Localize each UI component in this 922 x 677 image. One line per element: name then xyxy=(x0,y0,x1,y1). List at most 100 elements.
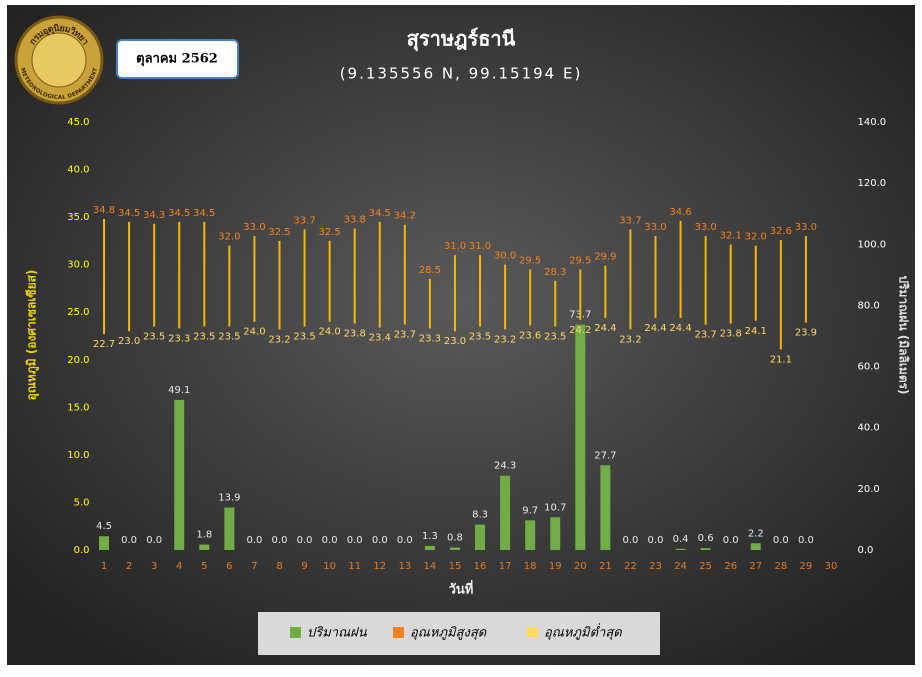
legend-label: อุณหภูมิสูงสุด xyxy=(410,626,487,641)
max-label: 34.6 xyxy=(669,207,691,218)
chart-subtitle: (9.135556 N, 99.15194 E) xyxy=(340,65,583,83)
max-label: 31.0 xyxy=(444,241,466,252)
badge xyxy=(116,39,239,79)
max-label: 33.7 xyxy=(293,215,315,226)
min-label: 23.3 xyxy=(168,333,190,344)
min-label: 23.5 xyxy=(469,331,491,342)
rain-bar xyxy=(700,548,711,550)
x-tick-label: 2 xyxy=(126,561,132,572)
min-label: 24.4 xyxy=(644,323,666,334)
x-tick-label: 6 xyxy=(226,561,232,572)
rain-label: 24.3 xyxy=(494,461,516,472)
max-label: 33.7 xyxy=(619,215,641,226)
x-tick-label: 9 xyxy=(301,561,307,572)
x-tick-label: 14 xyxy=(424,561,437,572)
y-tick-label: 15.0 xyxy=(67,402,89,413)
x-tick-label: 13 xyxy=(398,561,411,572)
x-tick-label: 19 xyxy=(549,561,562,572)
y-tick-label: 45.0 xyxy=(67,117,89,128)
max-label: 30.0 xyxy=(494,251,516,262)
min-label: 23.3 xyxy=(419,333,441,344)
rain-label: 1.8 xyxy=(196,529,212,540)
max-label: 31.0 xyxy=(469,241,491,252)
max-label: 33.0 xyxy=(695,222,717,233)
min-label: 24.4 xyxy=(594,323,616,334)
y2-tick-label: 140.0 xyxy=(858,117,887,128)
min-label: 23.5 xyxy=(544,331,566,342)
max-label: 33.0 xyxy=(243,222,265,233)
x-tick-label: 8 xyxy=(276,561,282,572)
rain-bar xyxy=(449,547,460,550)
min-label: 24.4 xyxy=(669,323,691,334)
badge-text: ตุลาคม 2562 xyxy=(136,52,218,67)
y-tick-label: 25.0 xyxy=(67,307,89,318)
x-tick-label: 28 xyxy=(774,561,787,572)
max-label: 32.0 xyxy=(218,232,240,243)
rain-bar xyxy=(600,465,611,550)
rain-bar xyxy=(424,546,435,550)
y-tick-label: 10.0 xyxy=(67,450,89,461)
rain-label: 0.0 xyxy=(372,535,388,546)
rain-label: 8.3 xyxy=(472,510,488,521)
min-label: 23.5 xyxy=(143,331,165,342)
x-tick-label: 4 xyxy=(176,561,182,572)
legend-swatch xyxy=(393,627,404,638)
max-label: 29.5 xyxy=(569,255,591,266)
y2-tick-label: 20.0 xyxy=(858,484,880,495)
rain-label: 4.5 xyxy=(96,521,112,532)
y-tick-label: 40.0 xyxy=(67,165,89,176)
y-axis-label: อุณหภูมิ (องศาเซลเซียส) xyxy=(25,270,40,401)
rain-label: 0.0 xyxy=(648,535,664,546)
rain-label: 0.0 xyxy=(121,535,137,546)
rain-label: 0.0 xyxy=(723,535,739,546)
max-label: 32.6 xyxy=(770,226,792,237)
max-label: 34.5 xyxy=(369,208,391,219)
legend-label: อุณหภูมิต่ำสุด xyxy=(544,623,622,641)
min-label: 21.1 xyxy=(770,354,792,365)
rain-bar xyxy=(199,544,210,550)
max-label: 28.5 xyxy=(419,265,441,276)
rain-label: 49.1 xyxy=(168,385,190,396)
min-label: 23.2 xyxy=(268,334,290,345)
min-label: 23.7 xyxy=(394,330,416,341)
min-label: 22.7 xyxy=(93,339,115,350)
rain-bar xyxy=(99,536,110,550)
rain-label: 0.4 xyxy=(673,534,689,545)
max-label: 32.0 xyxy=(745,232,767,243)
chart-background xyxy=(7,5,915,665)
rain-bar xyxy=(525,520,536,550)
rain-bar xyxy=(224,507,235,550)
min-label: 24.0 xyxy=(243,327,265,338)
legend-swatch xyxy=(527,627,538,638)
min-label: 23.7 xyxy=(695,330,717,341)
rain-bar xyxy=(174,399,185,550)
rain-label: 0.0 xyxy=(246,535,262,546)
min-label: 23.0 xyxy=(118,336,140,347)
y2-tick-label: 40.0 xyxy=(858,423,880,434)
rain-bar xyxy=(675,548,686,550)
y-tick-label: 5.0 xyxy=(74,497,90,508)
x-tick-label: 29 xyxy=(800,561,813,572)
x-tick-label: 26 xyxy=(724,561,737,572)
rain-bar xyxy=(550,517,561,550)
legend xyxy=(258,612,660,655)
max-label: 32.5 xyxy=(319,227,341,238)
x-tick-label: 7 xyxy=(251,561,257,572)
rain-label: 0.0 xyxy=(347,535,363,546)
x-tick-label: 3 xyxy=(151,561,157,572)
y2-tick-label: 100.0 xyxy=(858,239,887,250)
rain-label: 27.7 xyxy=(594,450,616,461)
max-label: 34.2 xyxy=(394,211,416,222)
max-label: 29.5 xyxy=(519,255,541,266)
min-label: 23.2 xyxy=(494,334,516,345)
x-tick-label: 22 xyxy=(624,561,637,572)
y2-axis-label: ปริมาณฝน (มิลลิเมตร) xyxy=(897,275,911,394)
max-label: 32.5 xyxy=(268,227,290,238)
max-label: 32.1 xyxy=(720,231,742,242)
max-label: 34.5 xyxy=(168,208,190,219)
rain-label: 1.3 xyxy=(422,531,438,542)
rain-label: 0.0 xyxy=(622,535,638,546)
legend-swatch xyxy=(290,627,301,638)
max-label: 34.5 xyxy=(193,208,215,219)
